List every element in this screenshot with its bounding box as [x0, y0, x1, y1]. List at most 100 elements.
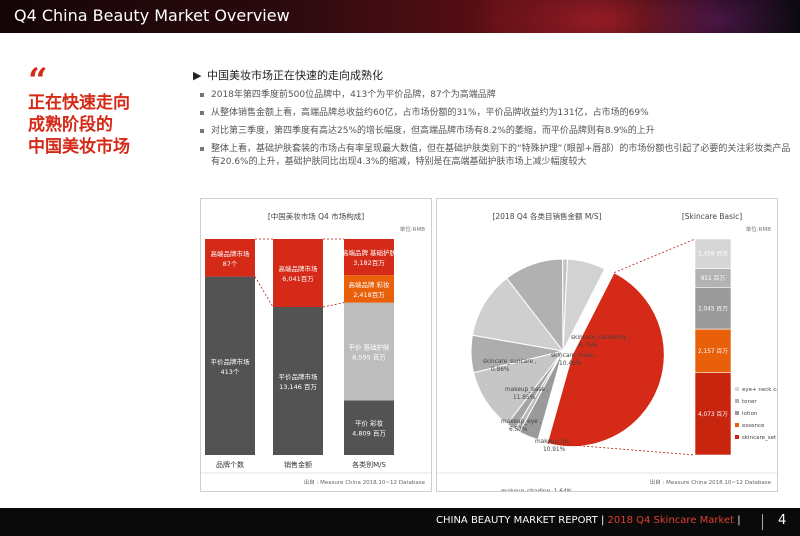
market-composition-panel: [中国美妆市场 Q4 市场构成] 单位:RMB 平价品牌市场 413个 高端品牌市场 87…: [200, 198, 432, 492]
pie-label-9-name: skincare_cleansing ,: [571, 335, 630, 341]
market-composition-chart: [中国美妆市场 Q4 市场构成] 单位:RMB 平价品牌市场 413个 高端品牌市场 87…: [201, 211, 431, 486]
footer-bar: CHINA BEAUTY MARKET REPORT | 2018 Q4 Ski…: [0, 508, 800, 536]
pie-label-7-value: 10.46%: [559, 361, 582, 367]
legend-swatch-1: [735, 399, 739, 403]
x-tick-label-2: 各类别M/S: [352, 460, 386, 469]
pie-label-5-value: 6.57%: [509, 427, 528, 433]
pie-label-3: makeup_shading, 1.64%: [501, 489, 573, 491]
pie-slice-0: [546, 271, 665, 448]
pie-label-0-value: 47.14%: [725, 478, 754, 487]
segment-label-1-0-value: 13,146 百万: [279, 383, 317, 391]
stack-label-3: 951 百万: [701, 275, 726, 282]
footer-report-title: CHINA BEAUTY MARKET REPORT |: [436, 515, 608, 526]
x-tick-label-1: 销售金额: [284, 460, 312, 469]
segment-label-0-0-name: 平价品牌市场: [211, 357, 251, 366]
main-bullet: ▶ 中国美妆市场正在快速的走向成熟化: [193, 67, 793, 83]
bar-segment-0-1: [205, 239, 255, 277]
bar-segment-2-0: [344, 400, 394, 455]
header-banner: Q4 China Beauty Market Overview: [0, 0, 800, 33]
bullet-section: ▶ 中国美妆市场正在快速的走向成熟化 2018年第四季度前500位品牌中，413个…: [193, 67, 793, 174]
category-share-panel: [2018 Q4 各类目销售金额 M/S] [Skincare Basic] 单位:…: [436, 198, 786, 511]
bar-segment-2-1: [344, 302, 394, 401]
bullet-item-3: 对比第三季度，第四季度有高达25%的增长幅度，但高端品牌市场有8.2%的萎缩，而…: [200, 125, 793, 138]
segment-label-2-1-value: 8,595 百万: [352, 353, 386, 361]
pie-label-9-value: 6.75%: [579, 343, 598, 349]
bullet-item-4: 整体上看，基础护肤套装的市场占有率呈现最大数值，但在基础护肤类别下的“特殊护理”…: [200, 143, 793, 169]
legend-label-4: skincare_set: [742, 435, 777, 441]
segment-label-1-1-name: 高端品牌市场: [279, 264, 319, 273]
x-tick-label-0: 品牌个数: [216, 460, 244, 469]
headline-line-1: 正在快速走向: [28, 93, 130, 113]
left-headline: 正在快速走向 成熟阶段的 中国美妆市场: [28, 92, 178, 158]
chart-title: [中国美妆市场 Q4 市场构成]: [268, 211, 364, 221]
category-share-chart: [2018 Q4 各类目销售金额 M/S] [Skincare Basic] 单位:…: [437, 211, 786, 511]
bullet-item-2: 从整体销售金额上看，高端品牌总收益约60亿，占市场份额的31%，平价品牌收益约为…: [200, 107, 793, 120]
pie-label-6-name: makeup_base ,: [505, 387, 549, 393]
quote-mark-icon: “: [28, 61, 48, 101]
segment-label-2-3-name: 高端品牌 基础护肤: [342, 248, 397, 257]
unit-label: 单位:RMB: [746, 225, 771, 233]
bar-segment-2-2: [344, 275, 394, 303]
stack-segment-4: [694, 238, 732, 269]
bar-segment-1-1: [273, 239, 323, 308]
legend-swatch-3: [735, 423, 739, 427]
legend-swatch-4: [735, 435, 739, 439]
legend-swatch-2: [735, 411, 739, 415]
stack-segment-2: [694, 287, 732, 330]
legend-label-3: essence: [742, 423, 765, 429]
footer-separator: |: [734, 515, 741, 526]
segment-label-2-0-name: 平价 彩妆: [355, 419, 384, 428]
legend-swatch-0: [735, 387, 739, 391]
segment-label-1-1-value: 6,041百万: [282, 275, 314, 283]
triangle-icon: ▶: [193, 69, 202, 82]
legend-label-2: lotion: [742, 411, 758, 417]
connector-line: [547, 442, 696, 456]
pie-label-4-name: makeup_lip ,: [535, 439, 572, 445]
stack-label-4: 1,459 百万: [698, 251, 728, 258]
segment-label-0-1-value: 87个: [223, 260, 238, 268]
bar-segment-1-0: [273, 307, 323, 455]
bullet-list: 2018年第四季度前500位品牌中，413个为平价品牌，87个为高端品牌 从整体…: [193, 89, 793, 169]
segment-label-1-0-name: 平价品牌市场: [279, 372, 319, 381]
page-title: Q4 China Beauty Market Overview: [14, 6, 290, 25]
main-bullet-text: 中国美妆市场正在快速的走向成熟化: [207, 69, 383, 82]
pie-slice-6: [471, 277, 565, 352]
connector-line: [613, 238, 696, 274]
headline-line-2: 成熟阶段的: [28, 115, 113, 135]
pie-label-0-name: skincare_basic ,: [717, 468, 776, 477]
stack-segment-1: [694, 328, 732, 373]
pie-slice-9: [562, 258, 606, 352]
stack-segment-0: [694, 372, 732, 456]
stack-label-0: 4,073 百万: [698, 411, 728, 418]
bar-title: [Skincare Basic]: [682, 212, 742, 221]
connector-line: [322, 302, 345, 308]
legend-label-0: eye+ neck care: [742, 387, 777, 393]
pie-title: [2018 Q4 各类目销售金额 M/S]: [492, 211, 601, 221]
unit-label: 单位:RMB: [400, 225, 425, 233]
pie-label-4-value: 10.91%: [543, 447, 566, 453]
bar-segment-0-0: [205, 276, 255, 455]
connector-line: [254, 276, 274, 308]
pie-label-7-name: skincare_mask ,: [551, 353, 598, 359]
footer-text: CHINA BEAUTY MARKET REPORT | 2018 Q4 Ski…: [436, 515, 741, 526]
bullet-item-1: 2018年第四季度前500位品牌中，413个为平价品牌，87个为高端品牌: [200, 89, 793, 102]
segment-label-0-0-value: 413个: [221, 368, 240, 376]
legend-label-1: toner: [742, 399, 757, 405]
segment-label-2-1-name: 平价 基础护肤: [348, 342, 390, 351]
pie-label-6-value: 11.85%: [513, 395, 536, 401]
headline-line-3: 中国美妆市场: [28, 137, 130, 157]
segment-label-2-2-value: 2,418百万: [353, 291, 385, 299]
pie-label-5-name: makeup_eye ,: [501, 419, 542, 425]
footer-divider: [762, 514, 763, 530]
pie-label-8-value: 0.86%: [491, 367, 510, 373]
header-glow-2: [640, 0, 800, 33]
source-note: 出自 : Measure China 2018.10~12 Database: [650, 478, 772, 486]
segment-label-2-0-value: 4,809 百万: [352, 430, 386, 438]
source-note: 出自 : Measure China 2018.10~12 Database: [304, 478, 426, 486]
header-glow: [470, 0, 730, 33]
stack-label-1: 2,157 百万: [698, 348, 728, 355]
segment-label-0-1-name: 高端品牌市场: [211, 249, 251, 258]
segment-label-2-2-name: 高端品牌 彩妆: [348, 280, 390, 289]
stack-label-2: 2,045 百万: [698, 305, 728, 312]
pie-label-8-name: skincare_suncare ,: [483, 359, 537, 365]
